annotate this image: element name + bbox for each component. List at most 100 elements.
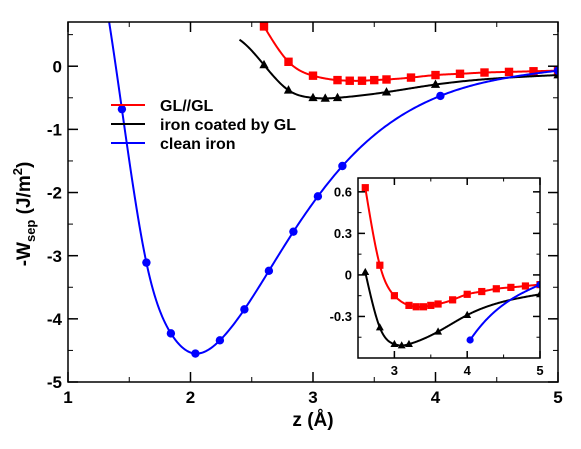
main-point-clean-iron: [289, 227, 298, 236]
inset-point-gl-gl: [463, 290, 471, 298]
inset-point-gl-gl: [405, 301, 413, 309]
inset-point-gl-gl: [507, 283, 515, 291]
main-axis-ticks: 1 2 3 4 5 0 -1 -2 -3 -4 -5: [47, 22, 563, 407]
main-y-tick-label: -4: [47, 310, 63, 329]
inset-y-tick-label: 0.6: [334, 185, 352, 200]
main-x-tick-label: 5: [553, 388, 562, 407]
legend-label-clean-iron: clean iron: [160, 136, 236, 153]
main-point-gl-gl: [382, 75, 391, 84]
main-point-clean-iron: [240, 305, 249, 314]
main-point-clean-iron: [142, 258, 151, 267]
main-point-gl-gl: [284, 57, 293, 66]
legend: GL//GL iron coated by GL clean iron: [111, 98, 296, 153]
main-point-clean-iron: [264, 266, 274, 276]
inset-markers-gl-gl: [361, 184, 540, 311]
main-point-gl-gl: [431, 70, 440, 80]
main-point-iron-coated-by-gl: [320, 93, 330, 102]
inset-point-gl-gl: [492, 285, 500, 293]
inset-y-tick-label: 0.3: [334, 226, 352, 241]
main-point-clean-iron: [166, 329, 176, 338]
inset-point-iron-coated-by-gl: [397, 341, 406, 349]
main-point-clean-iron: [215, 336, 225, 345]
main-y-tick-label: -2: [47, 184, 62, 203]
inset-point-gl-gl: [434, 300, 442, 308]
main-point-gl-gl: [480, 68, 489, 77]
main-point-gl-gl: [357, 76, 367, 85]
inset-point-gl-gl: [478, 287, 486, 296]
inset-point-iron-coated-by-gl: [361, 267, 370, 276]
inset-axis-ticks: 3 4 5 0.6 0.3 0 -0.3: [330, 178, 544, 378]
main-point-iron-coated-by-gl: [430, 79, 441, 88]
y-axis-title-unit: (J/m: [14, 175, 35, 219]
inset-frame: [357, 177, 541, 359]
main-point-gl-gl: [529, 67, 538, 76]
legend-label-gl-gl: GL//GL: [160, 98, 214, 115]
main-point-iron-coated-by-gl: [259, 59, 269, 69]
inset-y-tick-label: 0: [345, 268, 352, 283]
inset-point-clean-iron: [536, 281, 540, 289]
y-axis-title-main: -W: [14, 242, 35, 266]
inset-point-gl-gl: [390, 292, 398, 300]
main-markers-clean-iron: [117, 66, 558, 358]
main-point-clean-iron: [436, 91, 445, 101]
main-y-tick-label: -3: [47, 247, 62, 266]
main-markers-gl-gl: [259, 22, 558, 85]
main-x-tick-label: 1: [63, 388, 72, 407]
legend-label-iron-coated: iron coated by GL: [160, 117, 296, 134]
main-line-clean-iron: [108, 22, 558, 355]
inset-x-tick-label: 5: [536, 363, 543, 378]
inset-point-clean-iron: [466, 336, 474, 344]
main-point-gl-gl: [333, 75, 342, 85]
main-point-clean-iron: [117, 104, 127, 114]
main-point-gl-gl: [455, 69, 465, 78]
inset-point-gl-gl: [376, 261, 384, 269]
inset-markers-clean-iron: [466, 281, 540, 344]
main-x-tick-label: 3: [308, 388, 317, 407]
main-point-iron-coated-by-gl: [332, 92, 343, 102]
main-point-clean-iron: [553, 66, 558, 75]
x-axis-title: z (Å): [292, 410, 333, 431]
main-point-gl-gl: [259, 22, 269, 31]
inset-point-iron-coated-by-gl: [390, 339, 399, 348]
main-point-gl-gl: [308, 71, 318, 80]
main-point-clean-iron: [313, 192, 323, 201]
inset-point-gl-gl: [419, 303, 428, 311]
main-point-iron-coated-by-gl: [283, 85, 294, 94]
main-x-tick-label: 2: [186, 388, 195, 407]
inset-point-gl-gl: [412, 303, 420, 311]
main-x-tick-label: 4: [431, 388, 441, 407]
main-point-gl-gl: [345, 76, 354, 85]
inset-markers-iron-coated-by-gl: [361, 267, 540, 349]
main-point-iron-coated-by-gl: [308, 92, 318, 102]
main-point-gl-gl: [406, 73, 416, 82]
inset-x-tick-label: 3: [391, 363, 398, 378]
y-axis-title-close: ): [14, 162, 35, 168]
inset-y-tick-label: -0.3: [330, 309, 352, 324]
inset-line-clean-iron: [469, 283, 540, 341]
inset-background: [358, 178, 540, 358]
inset-point-iron-coated-by-gl: [405, 339, 413, 348]
main-markers-iron-coated-by-gl: [259, 59, 558, 102]
main-point-gl-gl: [504, 67, 514, 77]
main-y-tick-label: -1: [47, 120, 62, 139]
inset-point-iron-coated-by-gl: [375, 323, 384, 331]
main-point-gl-gl: [370, 75, 379, 85]
main-point-iron-coated-by-gl: [381, 87, 392, 96]
y-axis-title-subscript: sep: [23, 220, 38, 242]
main-point-iron-coated-by-gl: [553, 70, 558, 79]
inset-point-gl-gl: [427, 301, 435, 309]
inset-plot: [357, 177, 541, 359]
inset-point-iron-coated-by-gl: [463, 310, 472, 318]
main-point-clean-iron: [191, 349, 200, 358]
inset-point-iron-coated-by-gl: [434, 327, 443, 335]
main-y-tick-label: 0: [53, 57, 62, 76]
inset-x-tick-label: 4: [464, 363, 472, 378]
main-line-gl-gl: [263, 25, 558, 82]
inset-point-gl-gl: [449, 296, 457, 304]
y-axis-title: -Wsep (J/m2): [10, 162, 38, 267]
main-point-clean-iron: [338, 161, 347, 171]
main-y-tick-label: -5: [47, 373, 62, 392]
y-axis-title-superscript: 2: [10, 168, 25, 175]
inset-point-gl-gl: [361, 184, 369, 192]
